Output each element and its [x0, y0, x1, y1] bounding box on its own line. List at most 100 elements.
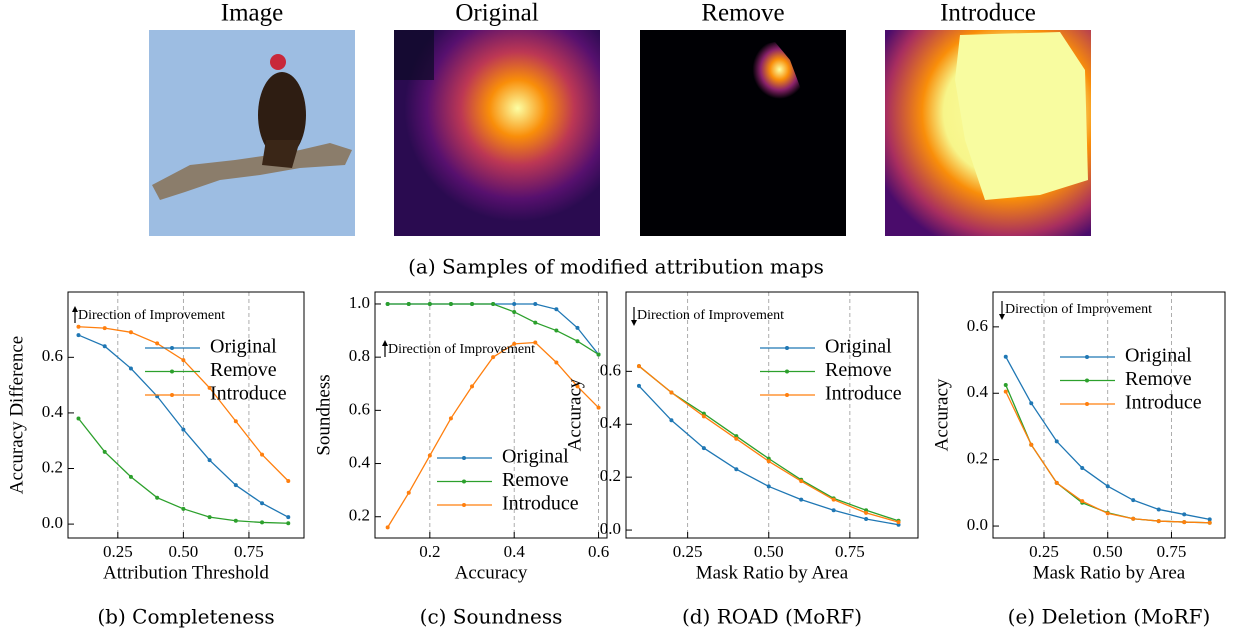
point — [554, 360, 559, 365]
x-tick-label: 0.50 — [754, 542, 784, 561]
x-axis-label: Mask Ratio by Area — [696, 562, 849, 583]
legend-label: Introduce — [502, 493, 579, 515]
y-tick-label: 0.6 — [349, 399, 370, 418]
point — [491, 301, 496, 306]
y-tick-label: 0.6 — [600, 360, 621, 379]
y-axis-label: Soundness — [313, 374, 334, 455]
point — [896, 520, 901, 525]
x-tick-label: 0.50 — [169, 542, 199, 561]
plot-frame — [992, 291, 1226, 539]
point — [636, 383, 641, 388]
point — [286, 521, 291, 526]
y-tick-label: 0.6 — [42, 346, 63, 365]
point — [669, 390, 674, 395]
subcaption: (e) Deletion (MoRF) — [1008, 605, 1211, 629]
point — [575, 325, 580, 330]
point — [1105, 484, 1110, 489]
legend-label: Introduce — [1125, 392, 1202, 414]
point — [512, 341, 517, 346]
legend-marker — [785, 369, 789, 374]
x-tick-label: 0.25 — [1029, 542, 1059, 561]
y-tick-label: 1.0 — [349, 293, 370, 312]
x-tick-label: 0.75 — [1157, 542, 1187, 561]
legend-label: Remove — [1125, 368, 1192, 390]
legend-marker — [785, 393, 789, 397]
y-tick-label: 0.0 — [967, 515, 988, 534]
legend-marker — [170, 393, 174, 397]
plot-frame — [67, 291, 305, 539]
subcaption: (b) Completeness — [97, 605, 274, 629]
point — [1054, 439, 1059, 444]
caption: (a) Samples of modified attribution maps — [408, 255, 824, 279]
point — [385, 301, 390, 306]
legend-label: Original — [825, 336, 892, 358]
point — [1080, 465, 1085, 470]
point — [76, 324, 81, 329]
point — [1131, 516, 1136, 521]
y-tick-label: 0.2 — [967, 449, 988, 468]
point — [207, 515, 212, 520]
point — [554, 328, 559, 333]
point — [1054, 480, 1059, 485]
point — [1207, 520, 1212, 525]
y-tick-label: 0.6 — [967, 316, 988, 335]
plot-frame — [374, 291, 608, 539]
point — [864, 510, 869, 515]
point — [128, 330, 133, 335]
point — [1156, 507, 1161, 512]
point — [155, 341, 160, 346]
point — [575, 339, 580, 344]
bird-photo — [149, 30, 355, 236]
point — [1029, 442, 1034, 447]
annotation-arrowhead — [999, 314, 1005, 320]
subcaption: (c) Soundness — [420, 605, 563, 629]
point — [1182, 520, 1187, 525]
x-axis-label: Accuracy — [455, 562, 528, 583]
point — [427, 301, 432, 306]
point — [701, 414, 706, 419]
point — [1029, 401, 1034, 406]
x-axis-label: Attribution Threshold — [103, 562, 269, 583]
point — [286, 515, 291, 520]
point — [554, 307, 559, 312]
point — [102, 326, 107, 331]
legend-label: Original — [1125, 345, 1192, 367]
y-tick-label: 0.2 — [600, 466, 621, 485]
point — [533, 301, 538, 306]
point — [831, 497, 836, 502]
legend-marker — [170, 346, 174, 350]
annotation: Direction of Improvement — [1005, 302, 1152, 317]
point — [207, 458, 212, 463]
legend-marker — [785, 346, 789, 350]
legend-marker — [1085, 402, 1089, 406]
point — [207, 385, 212, 390]
point — [260, 452, 265, 457]
x-tick-label: 0.25 — [673, 542, 703, 561]
point — [1207, 517, 1212, 522]
point — [102, 344, 107, 349]
point — [406, 490, 411, 495]
legend-label: Original — [210, 336, 277, 358]
heatmap-original — [394, 30, 600, 236]
point — [385, 525, 390, 530]
annotation: Direction of Improvement — [388, 342, 535, 357]
point — [512, 301, 517, 306]
annotation: Direction of Improvement — [637, 308, 784, 323]
legend-marker — [1085, 378, 1089, 383]
point — [766, 459, 771, 464]
point — [286, 479, 291, 484]
x-tick-label: 0.4 — [504, 542, 526, 561]
point — [831, 508, 836, 513]
y-tick-label: 0.2 — [349, 506, 370, 525]
subcaption: (d) ROAD (MoRF) — [682, 605, 862, 629]
point — [102, 449, 107, 454]
point — [448, 301, 453, 306]
legend-marker — [462, 456, 466, 460]
legend-label: Remove — [210, 359, 277, 381]
y-tick-label: 0.0 — [42, 513, 63, 532]
point — [533, 320, 538, 325]
point — [766, 484, 771, 489]
point — [260, 501, 265, 506]
legend-label: Remove — [825, 359, 892, 381]
